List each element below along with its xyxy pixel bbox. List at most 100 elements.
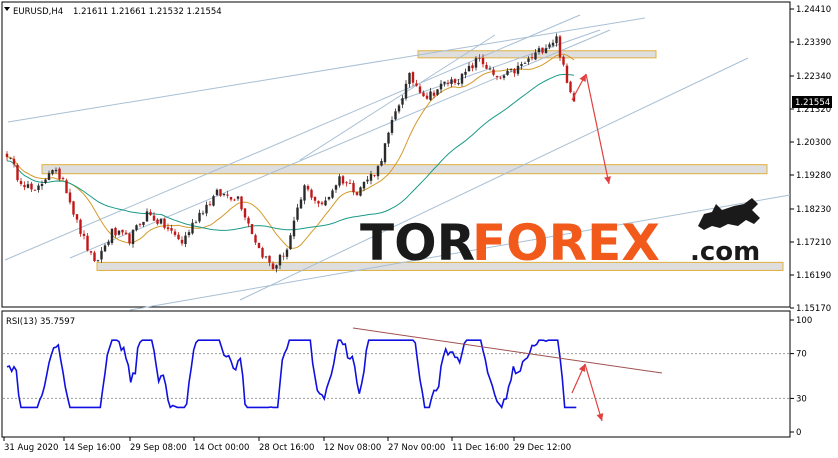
candle-body bbox=[383, 143, 387, 163]
candle-body bbox=[408, 72, 411, 85]
candle-body bbox=[268, 255, 271, 263]
candle-body bbox=[75, 214, 79, 220]
candle-body bbox=[257, 242, 261, 249]
candle-body bbox=[121, 229, 124, 233]
forecast-arrow-down bbox=[585, 73, 610, 185]
trend-channel-line bbox=[239, 57, 749, 301]
candle-body bbox=[229, 197, 233, 200]
candle-body bbox=[502, 75, 506, 78]
candle-body bbox=[362, 181, 366, 189]
trend-channel-line bbox=[399, 29, 601, 101]
candle-body bbox=[30, 183, 33, 190]
candle-body bbox=[264, 256, 268, 258]
candle-body bbox=[523, 63, 527, 64]
y-tick-label: 1.19280 bbox=[796, 171, 831, 181]
candle-body bbox=[527, 58, 530, 62]
candle-body bbox=[541, 47, 544, 53]
y-tick-label: 1.23390 bbox=[796, 38, 831, 48]
candle-body bbox=[292, 220, 296, 237]
x-tick-label: 31 Aug 2020 bbox=[4, 443, 58, 453]
candle-body bbox=[243, 208, 247, 218]
candles-layer bbox=[5, 33, 576, 273]
trend-channel-line bbox=[4, 14, 581, 261]
forecast-arrow-up-head bbox=[579, 74, 586, 82]
candle-body bbox=[177, 234, 180, 240]
y-tick-label: 1.21320 bbox=[796, 105, 831, 115]
candle-body bbox=[26, 184, 30, 188]
candle-body bbox=[58, 168, 61, 180]
candle-body bbox=[569, 81, 572, 93]
candle-body bbox=[96, 260, 100, 262]
candle-body bbox=[250, 224, 254, 234]
candle-body bbox=[446, 82, 450, 84]
x-tick-label: 11 Dec 16:00 bbox=[452, 443, 509, 453]
candle-body bbox=[376, 166, 380, 177]
candle-body bbox=[226, 194, 229, 196]
candle-body bbox=[492, 69, 495, 75]
candle-body bbox=[327, 197, 331, 200]
candle-body bbox=[124, 232, 128, 234]
candle-body bbox=[516, 65, 520, 74]
candle-body bbox=[240, 196, 243, 210]
trend-channel-line bbox=[7, 17, 646, 123]
rsi-line bbox=[6, 339, 577, 410]
candle-body bbox=[439, 83, 443, 90]
candle-body bbox=[467, 66, 471, 72]
rsi-pane-frame bbox=[1, 310, 791, 438]
candle-body bbox=[443, 81, 446, 84]
candle-body bbox=[310, 189, 313, 198]
dropdown-triangle-icon[interactable] bbox=[4, 7, 10, 11]
candle-body bbox=[387, 132, 390, 144]
candle-body bbox=[453, 79, 457, 83]
brand-part1: TOR bbox=[360, 214, 475, 272]
candle-body bbox=[135, 225, 138, 230]
candle-body bbox=[317, 201, 320, 204]
x-tick-label: 14 Sep 16:00 bbox=[64, 443, 121, 453]
candle-body bbox=[471, 65, 474, 69]
zones-layer bbox=[41, 50, 784, 271]
candle-body bbox=[418, 86, 422, 93]
candle-body bbox=[107, 241, 110, 245]
candle-body bbox=[131, 230, 135, 245]
candle-body bbox=[114, 227, 117, 236]
rsi-y-tick-label: 0 bbox=[796, 428, 801, 438]
candle-body bbox=[534, 52, 537, 60]
ohlc-label: 1.21611 1.21661 1.21532 1.21554 bbox=[73, 7, 222, 17]
time-axis: 31 Aug 2020 14 Sep 16:00 29 Sep 08:00 14 Oc… bbox=[3, 437, 571, 453]
sr-zone bbox=[41, 164, 768, 175]
candle-body bbox=[117, 230, 121, 235]
candle-body bbox=[173, 231, 177, 235]
candle-body bbox=[429, 91, 432, 100]
forecast-arrows-layer bbox=[571, 73, 611, 422]
candle-body bbox=[450, 79, 453, 84]
candle-body bbox=[128, 233, 131, 244]
current-price-tag bbox=[792, 96, 832, 108]
candle-body bbox=[422, 92, 425, 97]
candle-body bbox=[544, 48, 548, 53]
candle-body bbox=[306, 186, 310, 190]
candle-body bbox=[65, 180, 68, 194]
brand-watermark: TOR FOREX .com bbox=[360, 198, 760, 272]
candle-body bbox=[54, 169, 58, 172]
rsi-y-tick-label: 30 bbox=[796, 394, 807, 404]
candle-body bbox=[341, 176, 345, 184]
candle-body bbox=[520, 64, 523, 66]
candle-body bbox=[222, 193, 226, 195]
current-price-label: 1.21554 bbox=[795, 98, 830, 108]
candle-body bbox=[436, 89, 439, 95]
candle-body bbox=[152, 215, 156, 221]
candle-body bbox=[548, 44, 551, 48]
x-tick-label: 28 Oct 16:00 bbox=[259, 443, 314, 453]
candle-body bbox=[149, 211, 152, 216]
y-tick-label: 1.24410 bbox=[796, 5, 831, 15]
candle-body bbox=[513, 69, 516, 74]
candle-body bbox=[355, 192, 359, 195]
candle-body bbox=[495, 75, 499, 77]
candle-body bbox=[537, 48, 541, 53]
candle-body bbox=[44, 179, 47, 183]
candle-body bbox=[191, 222, 194, 234]
candle-body bbox=[47, 173, 51, 180]
candle-body bbox=[359, 187, 362, 196]
candle-body bbox=[79, 219, 82, 234]
